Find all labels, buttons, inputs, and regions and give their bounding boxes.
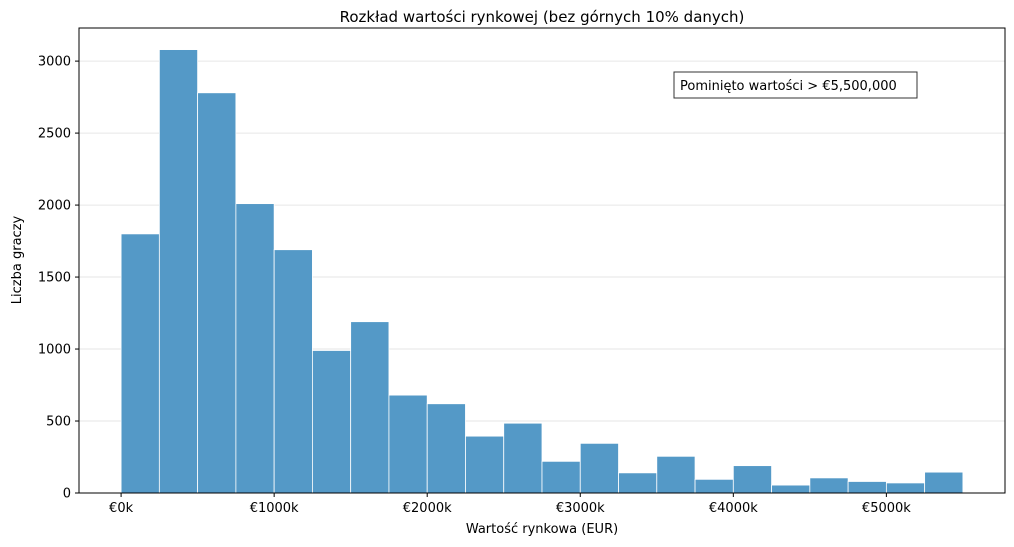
bar-6 [350, 321, 390, 494]
bar-10 [503, 422, 543, 494]
x-tick-label-3000: €3000k [556, 501, 605, 516]
annotation-box: Pominięto wartości > €5,500,000 [673, 71, 918, 99]
bar-18 [809, 477, 849, 494]
plot-frame [78, 27, 1006, 494]
bar-13 [618, 472, 658, 494]
y-axis-ticks: 0 500 1000 1500 2000 2500 3000 [38, 55, 79, 502]
bar-19 [847, 481, 887, 494]
y-axis-label: Liczba graczy [10, 215, 25, 304]
bar-7 [388, 394, 428, 494]
bar-0 [120, 233, 160, 494]
y-tick-label-2500: 2500 [38, 127, 71, 142]
bar-2 [197, 92, 237, 494]
bar-21 [924, 471, 964, 494]
x-tick-label-1000: €1000k [250, 501, 299, 516]
x-tick-label-5000: €5000k [862, 501, 911, 516]
y-tick-label-3000: 3000 [38, 55, 71, 70]
bar-5 [312, 350, 352, 494]
y-tick-label-0: 0 [63, 487, 71, 502]
bar-1 [158, 49, 199, 494]
y-tick-label-1500: 1500 [38, 271, 71, 286]
bars [120, 49, 964, 494]
bar-17 [771, 484, 811, 494]
x-tick-label-2000: €2000k [403, 501, 452, 516]
x-axis-ticks: €0k €1000k €2000k €3000k €4000k €5000k [109, 493, 911, 516]
bar-4 [273, 249, 313, 494]
bar-3 [235, 203, 275, 494]
bar-11 [541, 460, 581, 494]
bar-16 [732, 465, 772, 494]
bar-8 [426, 403, 466, 494]
chart-title: Rozkład wartości rynkowej (bez górnych 1… [340, 8, 745, 26]
bar-12 [579, 442, 619, 494]
y-tick-label-1000: 1000 [38, 343, 71, 358]
bar-14 [656, 455, 696, 494]
bar-9 [465, 435, 505, 494]
y-tick-label-2000: 2000 [38, 199, 71, 214]
bar-15 [694, 478, 734, 494]
y-tick-label-500: 500 [46, 415, 71, 430]
bar-20 [885, 482, 926, 494]
x-axis-label: Wartość rynkowa (EUR) [466, 522, 618, 537]
annotation-frame [673, 71, 918, 99]
annotation-text: Pominięto wartości > €5,500,000 [680, 79, 897, 94]
x-tick-label-0: €0k [109, 501, 134, 516]
x-tick-label-4000: €4000k [709, 501, 758, 516]
